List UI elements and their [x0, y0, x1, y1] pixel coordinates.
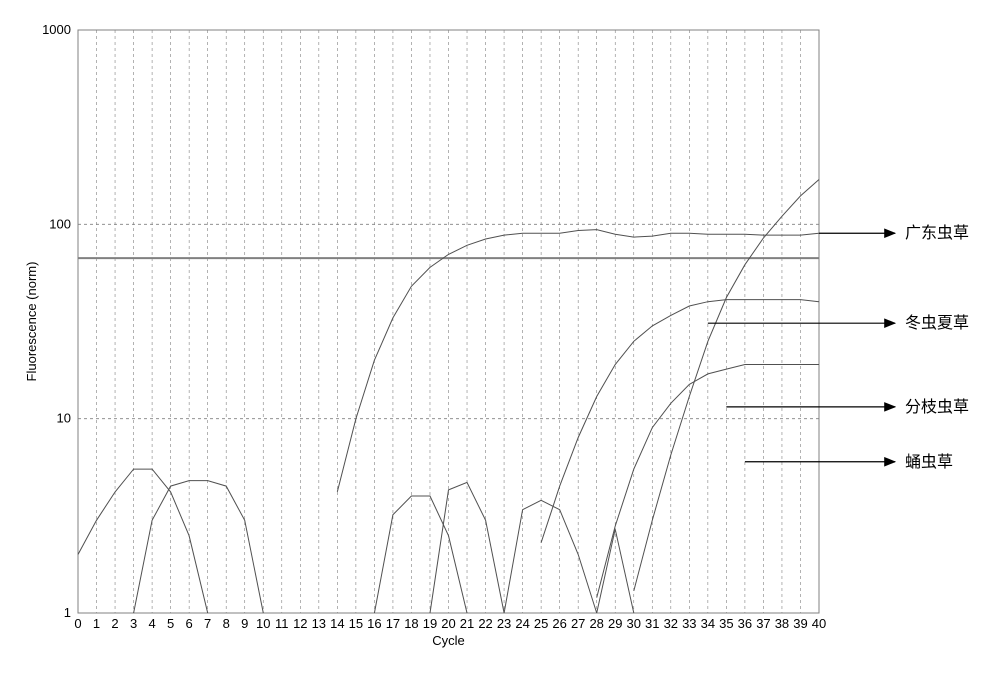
x-tick-label: 27: [571, 616, 585, 631]
x-axis-label: Cycle: [432, 633, 465, 648]
x-tick-label: 39: [793, 616, 807, 631]
x-tick-label: 3: [130, 616, 137, 631]
x-tick-label: 17: [386, 616, 400, 631]
x-tick-label: 12: [293, 616, 307, 631]
x-tick-label: 34: [701, 616, 715, 631]
x-tick-label: 36: [738, 616, 752, 631]
annotation-label: 广东虫草: [905, 224, 969, 242]
y-tick-label: 100: [49, 216, 71, 231]
x-tick-label: 7: [204, 616, 211, 631]
x-tick-label: 6: [186, 616, 193, 631]
x-tick-label: 11: [275, 616, 289, 631]
x-tick-label: 21: [460, 616, 474, 631]
x-tick-label: 0: [74, 616, 81, 631]
x-tick-label: 23: [497, 616, 511, 631]
x-tick-label: 2: [111, 616, 118, 631]
x-tick-label: 4: [148, 616, 155, 631]
x-tick-label: 40: [812, 616, 826, 631]
x-tick-label: 37: [756, 616, 770, 631]
x-tick-label: 22: [478, 616, 492, 631]
x-tick-label: 28: [589, 616, 603, 631]
x-tick-label: 15: [349, 616, 363, 631]
x-tick-label: 5: [167, 616, 174, 631]
x-tick-label: 13: [312, 616, 326, 631]
y-tick-label: 1: [64, 605, 71, 620]
x-tick-label: 1: [93, 616, 100, 631]
chart-svg: 0123456789101112131415161718192021222324…: [20, 20, 980, 653]
annotation-label: 蛹虫草: [905, 453, 953, 471]
x-tick-label: 14: [330, 616, 344, 631]
x-tick-label: 9: [241, 616, 248, 631]
y-axis-label: Fluorescence (norm): [24, 262, 39, 382]
x-tick-label: 33: [682, 616, 696, 631]
x-tick-label: 18: [404, 616, 418, 631]
annotation-label: 冬虫夏草: [905, 314, 969, 332]
x-tick-label: 24: [515, 616, 529, 631]
x-tick-label: 38: [775, 616, 789, 631]
x-tick-label: 35: [719, 616, 733, 631]
x-tick-label: 32: [664, 616, 678, 631]
x-tick-label: 8: [223, 616, 230, 631]
x-tick-label: 10: [256, 616, 270, 631]
x-tick-label: 25: [534, 616, 548, 631]
x-tick-label: 26: [552, 616, 566, 631]
x-tick-label: 20: [441, 616, 455, 631]
x-tick-label: 30: [627, 616, 641, 631]
qpcr-amplification-chart: 0123456789101112131415161718192021222324…: [20, 20, 980, 653]
y-tick-label: 1000: [42, 22, 71, 37]
x-tick-label: 29: [608, 616, 622, 631]
x-tick-label: 31: [645, 616, 659, 631]
y-tick-label: 10: [57, 411, 71, 426]
annotation-label: 分枝虫草: [905, 398, 969, 416]
x-tick-label: 16: [367, 616, 381, 631]
x-tick-label: 19: [423, 616, 437, 631]
